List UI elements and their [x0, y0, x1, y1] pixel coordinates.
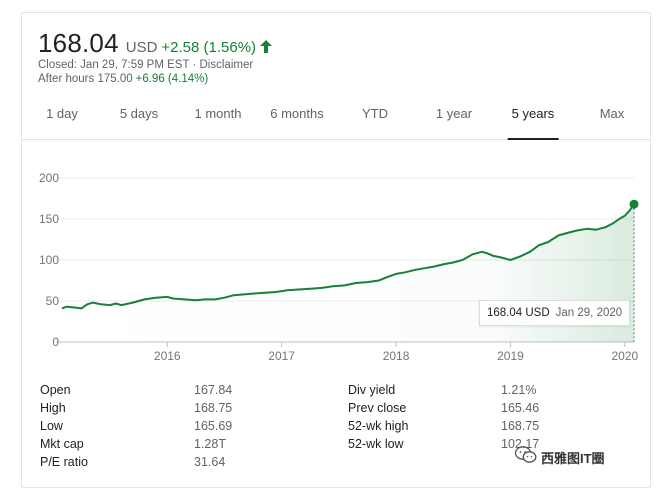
- stat-value-mkt-cap: 1.28T: [194, 437, 226, 451]
- tab-max[interactable]: Max: [599, 106, 625, 121]
- after-hours-label: After hours 175.00: [38, 73, 133, 85]
- after-hours: After hours 175.00 +6.96 (4.14%): [38, 73, 208, 85]
- x-tick-label: 2016: [154, 349, 181, 363]
- x-tick-label: 2020: [611, 349, 638, 363]
- stat-label-52wk-high: 52-wk high: [348, 419, 409, 433]
- y-tick-label: 150: [39, 212, 59, 226]
- tab-ytd[interactable]: YTD: [362, 106, 388, 121]
- tab-6-months[interactable]: 6 months: [270, 106, 324, 121]
- tooltip-date: Jan 29, 2020: [555, 307, 623, 319]
- stat-value-open: 167.84: [194, 383, 233, 397]
- y-tick-label: 0: [52, 335, 59, 349]
- stat-label-prev-close: Prev close: [348, 401, 407, 415]
- closed-status: Closed: Jan 29, 7:59 PM EST · Disclaimer: [38, 59, 254, 71]
- y-tick-label: 50: [46, 294, 60, 308]
- tab-1-day[interactable]: 1 day: [46, 106, 78, 121]
- y-tick-label: 200: [39, 171, 59, 185]
- y-tick-label: 100: [39, 253, 59, 267]
- stat-value-52wk-low: 102.17: [501, 437, 540, 451]
- tab-1-year[interactable]: 1 year: [435, 106, 473, 121]
- chart-tooltip: 168.04 USD Jan 29, 2020: [479, 300, 631, 326]
- stat-label-low: Low: [40, 419, 63, 433]
- stat-label-open: Open: [40, 383, 71, 397]
- price-line: [61, 203, 635, 310]
- stat-label-52wk-low: 52-wk low: [348, 437, 404, 451]
- stat-label-mkt-cap: Mkt cap: [40, 437, 84, 451]
- x-tick-label: 2018: [383, 349, 410, 363]
- arrow-up-icon: [260, 40, 273, 58]
- tab-1-month[interactable]: 1 month: [194, 106, 242, 121]
- tab-5-days[interactable]: 5 days: [119, 106, 159, 121]
- currency-label: USD: [125, 39, 158, 56]
- stat-value-52wk-high: 168.75: [501, 419, 540, 433]
- price-change: +2.58 (1.56%): [161, 39, 257, 56]
- price-row: 168.04 USD +2.58 (1.56%): [38, 28, 273, 59]
- watermark: 西雅图IT圈: [514, 446, 605, 469]
- tooltip-price: 168.04 USD: [487, 307, 550, 319]
- x-tick-label: 2019: [497, 349, 524, 363]
- stat-value-div-yield: 1.21%: [501, 383, 537, 397]
- x-tick-label: 2017: [268, 349, 295, 363]
- stat-label-div-yield: Div yield: [348, 383, 396, 397]
- stat-value-low: 165.69: [194, 419, 233, 433]
- range-tabs: 1 day 5 days 1 month 6 months YTD 1 year…: [22, 99, 650, 140]
- stock-quote-card: 168.04 USD +2.58 (1.56%) Closed: Jan 29,…: [21, 12, 651, 488]
- watermark-text: 西雅图IT圈: [541, 451, 605, 466]
- current-price-point: [629, 199, 639, 209]
- stat-value-prev-close: 165.46: [501, 401, 540, 415]
- stat-value-pe-ratio: 31.64: [194, 455, 226, 469]
- stat-label-pe-ratio: P/E ratio: [40, 455, 88, 469]
- stat-label-high: High: [40, 401, 66, 415]
- stat-value-high: 168.75: [194, 401, 233, 415]
- after-hours-change: +6.96 (4.14%): [135, 73, 209, 85]
- tab-5-years[interactable]: 5 years: [507, 99, 559, 140]
- current-price: 168.04: [38, 28, 119, 58]
- wechat-icon: [514, 446, 537, 469]
